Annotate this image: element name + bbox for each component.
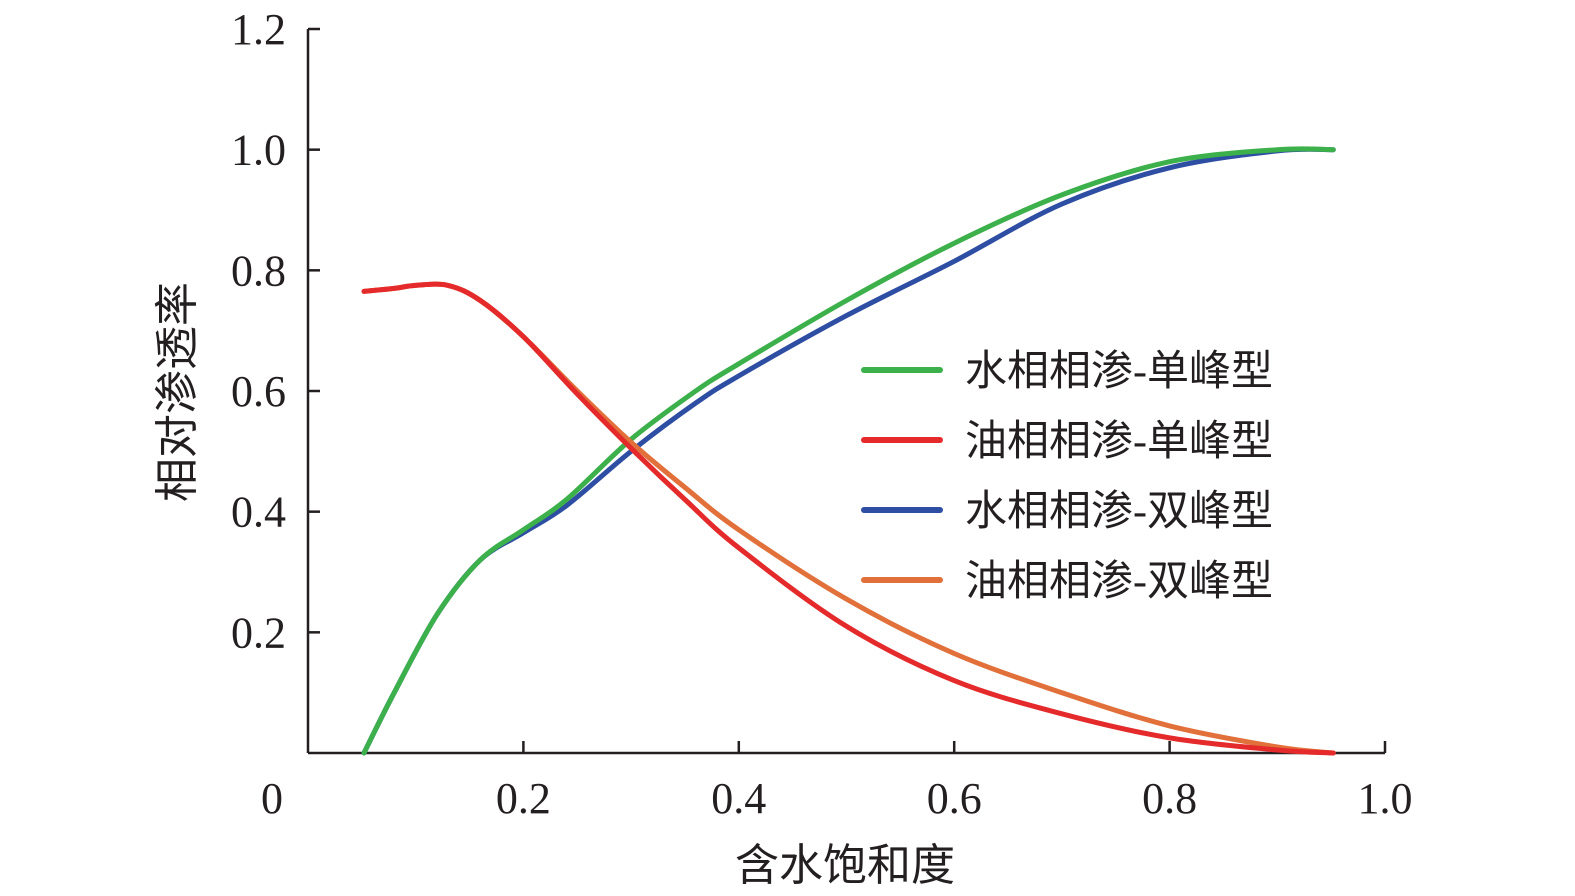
legend-label-oil-double-peak: 油相相渗-双峰型	[965, 559, 1273, 605]
x-tick-label: 1.0	[1358, 774, 1413, 823]
y-tick-label: 0.2	[231, 608, 286, 657]
y-tick-label: 0.6	[231, 367, 286, 416]
series-layer	[361, 146, 1336, 756]
axes: 0 0.2 0.4 0.6 0.8 1.0 0.2 0.4 0.6 0.8 1.0 1.2	[231, 5, 1413, 823]
y-tick-label: 1.0	[231, 126, 286, 175]
y-axis-label: 相对渗透率	[153, 282, 202, 502]
x-tick-label: 0	[261, 774, 283, 823]
y-tick-label: 0.8	[231, 246, 286, 295]
legend-label-water-double-peak: 水相相渗-双峰型	[965, 489, 1273, 535]
x-tick-label: 0.4	[711, 774, 766, 823]
legend-label-water-single-peak: 水相相渗-单峰型	[965, 349, 1273, 395]
series-line-water-single-peak	[361, 146, 1336, 756]
y-tick-label: 0.4	[231, 488, 286, 537]
legend-label-oil-single-peak: 油相相渗-单峰型	[965, 419, 1273, 465]
x-tick-label: 0.2	[496, 774, 551, 823]
series-line-oil-single-peak	[361, 281, 1336, 756]
x-axis-label: 含水饱和度	[735, 841, 955, 890]
y-tick-label: 1.2	[231, 5, 286, 54]
x-tick-label: 0.6	[927, 774, 982, 823]
x-tick-label: 0.8	[1142, 774, 1197, 823]
